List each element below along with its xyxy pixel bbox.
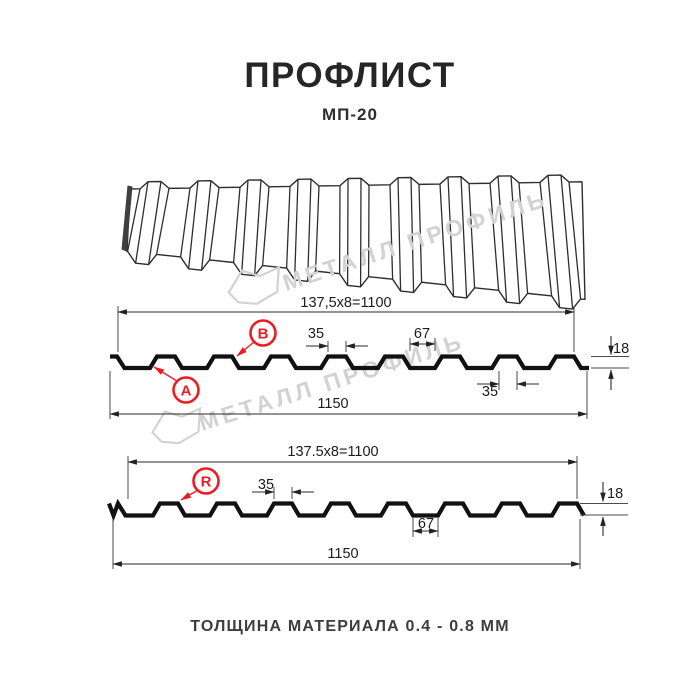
sheet-cut-edge: [121, 185, 133, 252]
dim-height-top: 18: [613, 341, 629, 357]
header: ПРОФЛИСТ МП-20: [0, 56, 700, 125]
profile-cross-section-bottom: [107, 498, 586, 522]
marker-a-circle: [172, 376, 200, 404]
corrugated-sheet-3d: [121, 174, 586, 310]
dim-crest-bottom-top-profile: 35: [482, 384, 498, 400]
profile-cross-sections: [107, 354, 589, 522]
dim-total-top: 1150: [317, 396, 348, 412]
dim-module-bottom: 137.5x8=1100: [287, 444, 378, 460]
marker-b-letter: B: [258, 326, 269, 343]
marker-r: R: [180, 467, 220, 501]
footer-note: ТОЛЩИНА МАТЕРИАЛА 0.4 - 0.8 ММ: [190, 618, 510, 635]
profile-cross-section-top: [110, 354, 589, 371]
marker-b: B: [236, 319, 277, 357]
marker-r-circle: [192, 467, 220, 495]
dim-total-bottom: 1150: [327, 546, 358, 562]
dim-valley-top: 67: [414, 326, 430, 342]
dimension-lines-layer: [109, 306, 629, 569]
marker-r-letter: R: [201, 474, 212, 491]
marker-b-circle: [249, 319, 277, 347]
page-title: ПРОФЛИСТ: [244, 56, 456, 95]
marker-a: A: [153, 366, 200, 404]
metal-profile-logo-icon: [227, 265, 281, 305]
dim-valley-bottom: 67: [418, 516, 434, 532]
dim-crest-bottom: 35: [258, 477, 274, 493]
marker-a-letter: A: [181, 383, 192, 400]
dim-module-top: 137,5x8=1100: [300, 295, 391, 311]
dim-height-bottom: 18: [607, 486, 623, 502]
dim-crest-top: 35: [308, 326, 324, 342]
page-subtitle: МП-20: [322, 105, 378, 124]
